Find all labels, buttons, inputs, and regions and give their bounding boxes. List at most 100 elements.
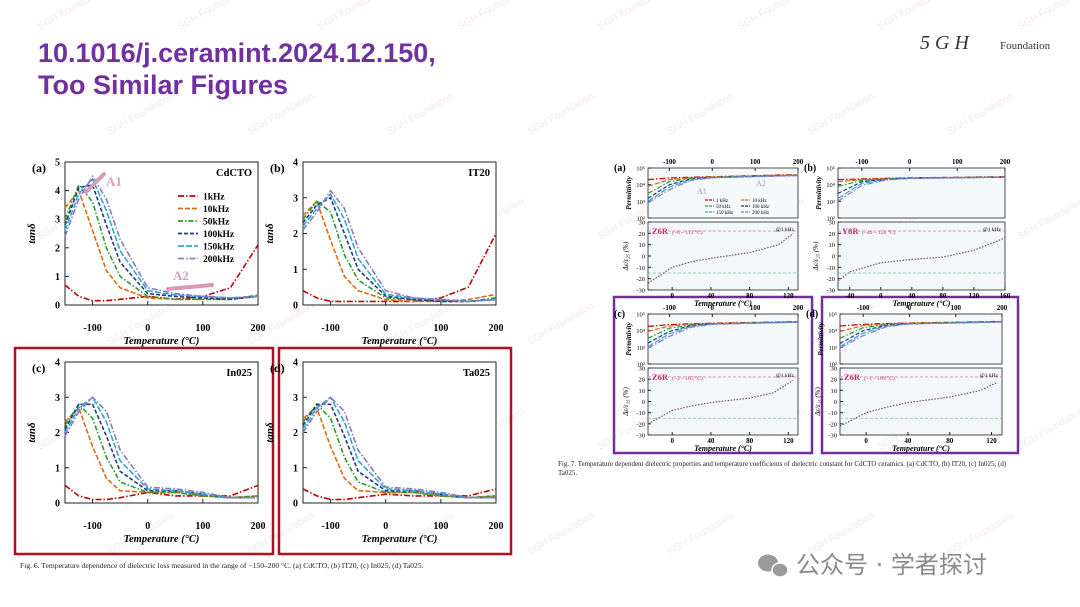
y-tick-label: 10 <box>829 242 836 249</box>
watermark: SGH Foundation <box>666 511 736 558</box>
x-tick-label: 100 <box>195 323 210 334</box>
y-tick-label: 10³ <box>637 345 646 352</box>
x-tick-label: 200 <box>1000 158 1011 166</box>
panel-tag: (c) <box>614 309 625 320</box>
y-axis-label: tanδ <box>264 422 276 443</box>
y-tick-label: 30 <box>639 366 646 373</box>
y-tick-label: 20 <box>639 377 646 384</box>
data-line <box>302 396 496 499</box>
x-tick-label: -40 <box>845 292 855 300</box>
x-tick-label: 0 <box>670 292 674 300</box>
grade-range: (−3 ~ 105 °C) <box>672 375 703 382</box>
x-axis-label: Temperature (°C) <box>362 534 438 545</box>
y-axis-label: Δε/ε₂₅ (%) <box>812 241 820 271</box>
data-line <box>302 189 497 303</box>
x-tick-label: 100 <box>750 304 761 312</box>
watermark: SGH Foundation <box>806 91 876 138</box>
legend-label: 50 kHz <box>716 205 731 210</box>
y-tick-label: 20 <box>831 377 838 384</box>
x-tick-label: 0 <box>145 323 150 334</box>
data-line <box>64 183 259 301</box>
data-line <box>64 403 258 499</box>
x-tick-label: 100 <box>433 521 448 532</box>
y-tick-label: 1 <box>55 272 60 283</box>
y-tick-label: 2 <box>293 229 298 240</box>
frequency-label: @1 kHz <box>776 227 795 233</box>
legend-label: 200 kHz <box>752 211 770 216</box>
panel-tag: (b) <box>270 161 285 175</box>
panel-tag: (d) <box>270 361 285 375</box>
y-axis-label: tanδ <box>26 422 38 443</box>
y-axis-label: Permittivity <box>815 175 823 209</box>
caption-box: Fig. 7. Temperature dependent dielectric… <box>558 460 1006 477</box>
x-tick-label: 200 <box>793 304 804 312</box>
watermark: SGH Foundation <box>1016 406 1080 453</box>
x-tick-label: 120 <box>783 437 794 445</box>
data-line <box>302 406 497 499</box>
x-tick-label: -100 <box>663 304 676 312</box>
y-tick-label: 1 <box>293 463 298 474</box>
x-tick-label: 40 <box>908 292 916 300</box>
y-axis-label: Δε/ε₂₅ (%) <box>622 386 630 416</box>
y-tick-label: 0 <box>834 399 837 406</box>
highlight-box <box>820 295 1020 455</box>
y-axis-label: Permittivity <box>625 175 633 209</box>
y-axis-label: Δε/ε₂₅ (%) <box>622 241 630 271</box>
x-tick-label: 0 <box>879 292 883 300</box>
highlight-box <box>13 346 275 556</box>
x-tick-label: 80 <box>746 292 754 300</box>
logo-text: Foundation <box>1000 40 1051 52</box>
watermark: SGH Foundation <box>176 0 246 33</box>
data-line <box>839 381 998 427</box>
y-tick-label: 10⁵ <box>636 166 645 173</box>
watermark: SGH Foundation <box>666 91 736 138</box>
y-tick-label: 10⁵ <box>828 312 837 319</box>
legend-label: 1 kHz <box>716 199 729 204</box>
wechat-icon <box>758 554 789 578</box>
x-tick-label: 100 <box>750 158 761 166</box>
x-tick-label: 0 <box>908 158 912 166</box>
legend-label: 50kHz <box>203 218 230 228</box>
logo-mark: 5 G H <box>920 32 970 54</box>
plot-frame <box>302 161 497 306</box>
y-tick-label: 10² <box>829 362 838 369</box>
y-tick-label: 3 <box>293 393 298 404</box>
plot-frame <box>837 167 1006 219</box>
y-tick-label: 10⁴ <box>828 328 838 335</box>
y-tick-label: 2 <box>55 243 60 254</box>
data-line <box>839 321 1003 349</box>
y-tick-label: -10 <box>826 265 835 272</box>
y-tick-label: 10⁴ <box>636 328 646 335</box>
y-tick-label: 4 <box>55 186 60 197</box>
x-tick-label: 40 <box>904 437 912 445</box>
x-tick-label: 100 <box>950 304 961 312</box>
x-axis-label: Temperature (°C) <box>893 299 951 308</box>
y-tick-label: -20 <box>826 276 835 283</box>
y-tick-label: 2 <box>293 428 298 439</box>
x-tick-label: 200 <box>997 304 1008 312</box>
y-tick-label: 0 <box>832 254 835 261</box>
watermark: SGH Foundation <box>1016 0 1080 33</box>
frequency-label: @1 kHz <box>983 227 1002 233</box>
plot-frame <box>837 221 1006 291</box>
y-tick-label: 10³ <box>637 199 646 206</box>
legend-label: 1kHz <box>203 193 225 203</box>
x-tick-label: 0 <box>670 437 674 445</box>
x-axis-label: Temperature (°C) <box>694 299 752 308</box>
y-tick-label: 1 <box>293 265 298 276</box>
annotation: A1 <box>697 187 707 196</box>
x-tick-label: 0 <box>908 304 912 312</box>
x-tick-label: 100 <box>952 158 963 166</box>
data-line <box>64 484 259 501</box>
y-tick-label: 10⁵ <box>636 312 645 319</box>
data-line <box>302 403 497 499</box>
grade-label: Z6R <box>844 372 861 382</box>
y-tick-label: 30 <box>831 366 838 373</box>
panel-tag: (c) <box>32 361 45 375</box>
x-tick-label: -100 <box>321 521 339 532</box>
y-tick-label: 20 <box>639 231 646 238</box>
y-tick-label: 10 <box>639 388 646 395</box>
y-tick-label: 20 <box>829 231 836 238</box>
y-tick-label: 3 <box>293 193 298 204</box>
